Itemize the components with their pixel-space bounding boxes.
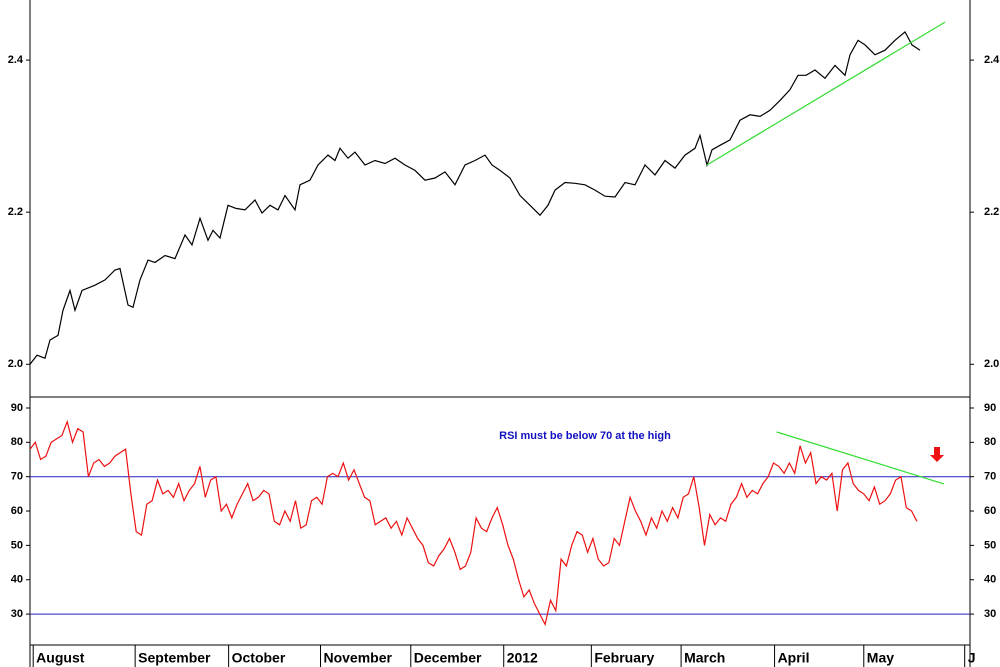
y-tick-label: 90 [11,402,23,414]
x-tick-label: December [414,650,482,666]
series-line [706,21,946,166]
y-tick-label-right: 50 [984,539,996,551]
x-tick-label: J [968,650,976,666]
y-tick-label-right: 70 [984,471,996,483]
y-tick-label: 40 [11,574,23,586]
series-line [29,419,918,627]
y-tick-label-right: 30 [984,608,996,620]
down-arrow [930,447,944,462]
y-tick-label: 30 [11,608,23,620]
x-tick-label: October [232,650,286,666]
y-tick-label-right: 80 [984,436,996,448]
series-line [776,431,945,485]
x-tick-label: February [594,650,654,666]
y-tick-label: 60 [11,505,23,517]
series-line [29,30,921,365]
y-tick-label-right: 2.4 [984,54,1000,66]
x-tick-label: August [36,650,85,666]
y-tick-label: 50 [11,539,23,551]
x-tick-label: 2012 [507,650,538,666]
y-tick-label: 2.2 [8,206,23,218]
x-tick-label: April [778,650,810,666]
y-tick-label: 2.4 [8,54,24,66]
x-tick-label: May [867,650,894,666]
y-tick-label: 80 [11,436,23,448]
y-tick-label-right: 2.2 [984,206,999,218]
annotation: RSI must be below 70 at the high [499,430,671,442]
x-tick-label: March [684,650,725,666]
y-tick-label-right: 40 [984,574,996,586]
y-tick-label: 2.0 [8,358,23,370]
x-tick-label: September [138,650,211,666]
x-tick-label: November [323,650,392,666]
y-tick-label-right: 90 [984,402,996,414]
y-tick-label-right: 60 [984,505,996,517]
y-tick-label: 70 [11,471,23,483]
y-tick-label-right: 2.0 [984,358,999,370]
